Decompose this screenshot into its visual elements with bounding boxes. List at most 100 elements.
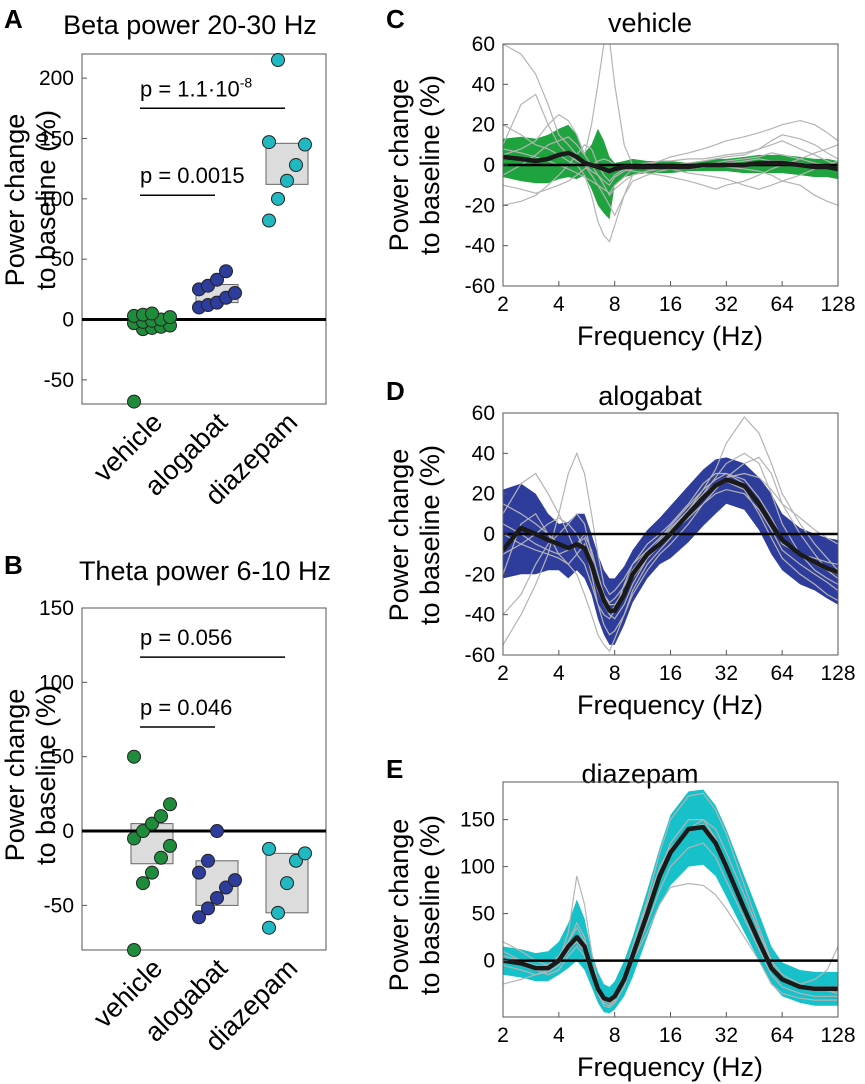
- data-point-diazepam: [271, 191, 285, 206]
- data-point-alogabat: [201, 853, 215, 868]
- x-tick-label: 8: [609, 1024, 621, 1047]
- x-tick-label: 128: [820, 1024, 855, 1047]
- data-point-vehicle: [136, 824, 150, 839]
- confidence-band: [503, 457, 838, 645]
- x-tick-label: 8: [609, 662, 621, 685]
- data-point-vehicle: [136, 876, 150, 891]
- y-tick-label: -40: [465, 235, 495, 258]
- panel-d-ylabel: Power changeto baseline (%): [384, 445, 445, 625]
- mean-line: [503, 477, 838, 613]
- data-point-alogabat: [228, 285, 242, 300]
- panel-e-plot-area: 0 50 100 150 2 4 8 16 32 64 128: [460, 781, 856, 1047]
- axes-frame: [81, 53, 327, 405]
- data-point-alogabat: [210, 272, 224, 287]
- y-tick-label: -50: [44, 894, 74, 917]
- x-tick-label: 32: [715, 1024, 738, 1047]
- individual-trace: [503, 113, 838, 206]
- data-point-diazepam: [298, 137, 312, 152]
- individual-trace: [503, 480, 838, 612]
- data-point-diazepam: [262, 841, 276, 856]
- x-tick-label: 128: [820, 662, 855, 685]
- axes-frame: [81, 607, 327, 951]
- y-tick-label: 40: [472, 73, 495, 96]
- panel-e-ylabel: Power changeto baseline (%): [384, 815, 445, 995]
- data-point-alogabat: [201, 901, 215, 916]
- plot-content: [503, 789, 838, 1014]
- data-point-vehicle: [127, 394, 141, 409]
- panel-a-ylabel: Power changeto baseline (%): [0, 110, 61, 290]
- x-tick-label: 128: [820, 293, 855, 316]
- data-point-vehicle: [145, 865, 159, 880]
- x-tick-label: 16: [659, 1024, 682, 1047]
- data-point-alogabat: [192, 865, 206, 880]
- data-point-vehicle: [145, 306, 159, 321]
- data-point-diazepam: [262, 920, 276, 935]
- p-value-base: p = 1.1·10: [140, 76, 240, 101]
- panel-d-title: alogabat: [598, 381, 702, 411]
- y-tick-label: -20: [465, 194, 495, 217]
- y-tick-label: 0: [483, 523, 495, 546]
- x-tick-label: 2: [497, 1024, 509, 1047]
- panel-b-theta-power: B Theta power 6-10 Hz Power changeto bas…: [0, 550, 331, 1057]
- data-point-diazepam: [289, 853, 303, 868]
- y-tick-label: -20: [465, 563, 495, 586]
- y-tick-label: 50: [51, 248, 74, 271]
- y-tick-label: -40: [465, 604, 495, 627]
- y-tick-label: 0: [62, 309, 74, 332]
- y-tick-label: 60: [472, 33, 495, 56]
- individual-trace: [503, 456, 838, 653]
- x-tick-label: 4: [553, 662, 565, 685]
- y-tick-label: 40: [472, 442, 495, 465]
- y-tick-label: 0: [62, 820, 74, 843]
- plot-content: [503, 416, 838, 653]
- p-value-label: p = 0.056: [140, 625, 232, 650]
- panel-b-title: Theta power 6-10 Hz: [79, 556, 331, 586]
- x-tick-label: 32: [715, 293, 738, 316]
- data-point-diazepam: [262, 213, 276, 228]
- y-tick-label: 50: [51, 746, 74, 769]
- data-point-vehicle: [163, 797, 177, 812]
- x-tick-label: 64: [770, 293, 794, 316]
- y-tick-label: -50: [44, 369, 74, 392]
- data-point-vehicle: [127, 749, 141, 764]
- panel-letter-d: D: [386, 376, 405, 406]
- x-tick-label: 32: [715, 662, 738, 685]
- data-point-vehicle: [154, 850, 168, 865]
- data-point-vehicle: [163, 310, 177, 325]
- x-tick-label: 16: [659, 293, 682, 316]
- panel-e-diazepam-spectrum: E diazepam Power changeto baseline (%) F…: [384, 754, 856, 1082]
- individual-trace: [503, 792, 838, 999]
- data-point-alogabat: [219, 264, 233, 279]
- data-point-diazepam: [298, 846, 312, 861]
- x-tick-label: 16: [659, 662, 682, 685]
- y-tick-label: -60: [465, 644, 495, 667]
- y-tick-label: 20: [472, 483, 495, 506]
- y-tick-label: 150: [460, 809, 495, 832]
- panel-c-ylabel: Power changeto baseline (%): [384, 75, 445, 255]
- data-point-alogabat: [210, 890, 224, 905]
- y-tick-label: 100: [39, 671, 74, 694]
- panel-e-title: diazepam: [581, 759, 698, 789]
- y-tick-label: 150: [39, 597, 74, 620]
- confidence-band: [503, 124, 838, 220]
- panel-d-alogabat-spectrum: D alogabat Power changeto baseline (%) F…: [384, 376, 856, 720]
- panel-letter-a: A: [4, 4, 23, 34]
- mean-line: [503, 150, 838, 174]
- individual-trace: [503, 842, 838, 1009]
- p-value-label: p = 0.0015: [140, 163, 245, 188]
- p-value-exponent: -8: [240, 74, 253, 90]
- p-value-label: p = 1.1·10-8: [140, 74, 252, 101]
- x-tick-label: 2: [497, 293, 509, 316]
- y-tick-label: 0: [483, 154, 495, 177]
- data-point-vehicle: [127, 831, 141, 846]
- panel-letter-e: E: [386, 754, 403, 784]
- y-tick-label: 50: [472, 903, 495, 926]
- y-tick-label: 200: [39, 67, 74, 90]
- individual-trace: [503, 882, 838, 1003]
- x-tick-label: 64: [770, 1024, 794, 1047]
- panel-c-vehicle-spectrum: C vehicle Power changeto baseline (%) Fr…: [384, 4, 856, 351]
- p-value-label: p = 0.046: [140, 695, 232, 720]
- x-tick-label: 4: [553, 1024, 565, 1047]
